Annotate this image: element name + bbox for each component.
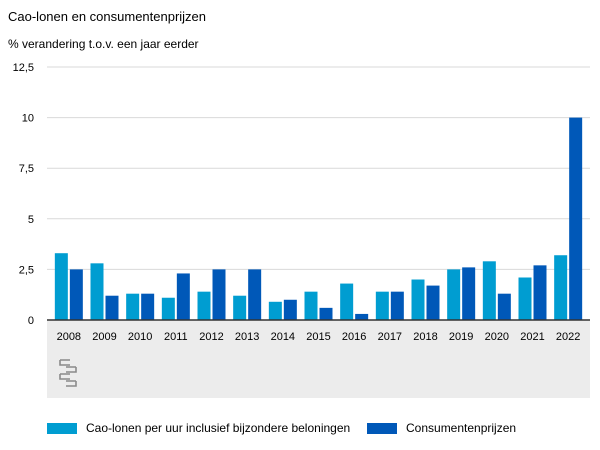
y-tick-label: 7,5 — [19, 163, 34, 175]
x-tick-labels: 2008 2009 2010 2011 2012 2013 2014 2015 2016 2017… — [57, 331, 581, 343]
bar-consumentenprijzen-2008 — [69, 269, 83, 320]
x-tick-label: 2022 — [556, 331, 580, 343]
bar-consumentenprijzen-2009 — [105, 295, 119, 320]
bar-cao-lonen-2016 — [340, 283, 354, 320]
bar-consumentenprijzen-2011 — [176, 273, 190, 320]
legend-swatch — [367, 422, 397, 434]
bar-cao-lonen-2015 — [304, 291, 318, 320]
legend-label: Consumentenprijzen — [406, 421, 517, 435]
x-tick-label: 2008 — [57, 331, 81, 343]
bar-cao-lonen-2013 — [233, 295, 247, 320]
bar-cao-lonen-2018 — [411, 279, 425, 320]
x-tick-label: 2015 — [306, 331, 330, 343]
bar-consumentenprijzen-2010 — [141, 293, 155, 320]
bar-consumentenprijzen-2020 — [497, 293, 511, 320]
bar-consumentenprijzen-2016 — [355, 313, 369, 320]
x-tick-label: 2013 — [235, 331, 259, 343]
y-tick-label: 2,5 — [19, 264, 34, 276]
y-tick-label: 5 — [28, 214, 34, 226]
x-tick-label: 2012 — [199, 331, 223, 343]
legend-swatch — [47, 422, 77, 434]
bar-cao-lonen-2012 — [197, 291, 211, 320]
y-tick-label: 10 — [22, 113, 34, 125]
x-tick-label: 2017 — [378, 331, 402, 343]
x-axis-band — [47, 320, 590, 398]
gridlines — [47, 66, 590, 270]
x-tick-label: 2009 — [92, 331, 116, 343]
y-tick-label: 12,5 — [13, 62, 34, 74]
bar-cao-lonen-2022 — [554, 255, 568, 320]
x-tick-label: 2011 — [164, 331, 188, 343]
bars — [54, 117, 583, 320]
x-tick-label: 2018 — [413, 331, 437, 343]
bar-cao-lonen-2021 — [518, 277, 532, 320]
legend-item-cao-lonen: Cao-lonen per uur inclusief bijzondere b… — [47, 421, 350, 435]
chart-subtitle: % verandering t.o.v. een jaar eerder — [8, 37, 199, 51]
bar-cao-lonen-2009 — [90, 263, 104, 320]
bar-cao-lonen-2014 — [268, 301, 282, 320]
bar-consumentenprijzen-2013 — [248, 269, 262, 320]
x-tick-label: 2020 — [485, 331, 509, 343]
bar-cao-lonen-2020 — [482, 261, 496, 320]
x-tick-label: 2021 — [520, 331, 544, 343]
bar-cao-lonen-2010 — [126, 293, 140, 320]
bar-consumentenprijzen-2012 — [212, 269, 226, 320]
bar-consumentenprijzen-2017 — [390, 291, 404, 320]
bar-consumentenprijzen-2018 — [426, 285, 440, 320]
x-tick-label: 2019 — [449, 331, 473, 343]
cbs-logo-icon — [59, 359, 77, 387]
bar-cao-lonen-2011 — [161, 297, 175, 320]
x-tick-label: 2016 — [342, 331, 366, 343]
y-tick-labels: 0 2,5 5 7,5 10 12,5 — [13, 62, 34, 327]
legend-label: Cao-lonen per uur inclusief bijzondere b… — [86, 421, 351, 435]
bar-cao-lonen-2019 — [447, 269, 461, 320]
y-tick-label: 0 — [28, 315, 34, 327]
legend-item-consumentenprijzen: Consumentenprijzen — [367, 421, 516, 435]
x-tick-label: 2010 — [128, 331, 152, 343]
bar-cao-lonen-2017 — [375, 291, 389, 320]
chart-title: Cao-lonen en consumentenprijzen — [8, 9, 207, 24]
x-tick-label: 2014 — [271, 331, 295, 343]
bar-consumentenprijzen-2019 — [462, 267, 476, 320]
bar-consumentenprijzen-2015 — [319, 307, 333, 320]
bar-consumentenprijzen-2022 — [569, 117, 583, 320]
bar-cao-lonen-2008 — [54, 253, 68, 320]
bar-consumentenprijzen-2021 — [533, 265, 547, 320]
bar-consumentenprijzen-2014 — [283, 299, 297, 320]
